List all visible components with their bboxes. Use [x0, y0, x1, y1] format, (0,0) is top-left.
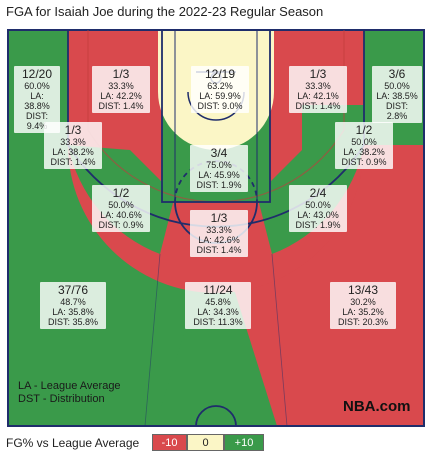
zone-dist: DIST: 1.4% [50, 157, 96, 167]
zone-dist: DIST: 1.9% [295, 220, 341, 230]
zone-pct: 60.0% [24, 81, 50, 91]
zone-dist: DIST: 35.8% [47, 317, 99, 327]
zone-pct: 75.0% [206, 160, 232, 170]
zone-pct: 33.3% [60, 137, 86, 147]
zone-frac: 3/4 [210, 146, 228, 160]
legend-dst: DST - Distribution [18, 393, 105, 405]
zone-label-paint-non-ra: 3/4 75.0% LA: 45.9% DIST: 1.9% [190, 145, 248, 192]
zone-la: LA: 59.9% [199, 91, 241, 101]
scale-label: FG% vs League Average [6, 436, 140, 450]
zone-pct: 33.3% [206, 225, 232, 235]
zone-frac: 3/6 [388, 67, 406, 81]
legend-notes: LA - League Average DST - Distribution [18, 380, 121, 406]
zone-pct: 48.7% [60, 297, 86, 307]
zone-label-right-corner-3: 3/6 50.0% LA: 38.5% DIST: 2.8% [372, 66, 422, 123]
zone-label-right-wing-3: 13/43 30.2% LA: 35.2% DIST: 20.3% [330, 282, 396, 329]
zone-label-restricted-paint: 12/19 63.2% LA: 59.9% DIST: 9.0% [191, 66, 249, 113]
zone-pct: 63.2% [207, 81, 233, 91]
zone-frac: 2/4 [309, 186, 327, 200]
zone-frac: 12/20 [21, 67, 53, 81]
zone-label-right-baseline-mid: 1/2 50.0% LA: 38.2% DIST: 0.9% [335, 122, 393, 169]
zone-la: LA: 38.2% [343, 147, 385, 157]
scale-swatch-plus10: +10 [224, 434, 264, 451]
zone-dist: DIST: 1.4% [196, 245, 242, 255]
zone-pct: 45.8% [205, 297, 231, 307]
zone-dist: DIST: 9.0% [197, 101, 243, 111]
zone-dist: DIST: 20.3% [337, 317, 389, 327]
zone-label-left-mid-top: 1/3 33.3% LA: 42.2% DIST: 1.4% [92, 66, 150, 113]
scale-swatch-zero: 0 [187, 434, 224, 451]
zone-label-right-wing-mid: 2/4 50.0% LA: 43.0% DIST: 1.9% [289, 185, 347, 232]
zone-label-left-baseline-mid: 1/3 33.3% LA: 38.2% DIST: 1.4% [44, 122, 102, 169]
zone-dist: DIST: 9.4% [25, 111, 48, 131]
zone-la: LA: 42.6% [198, 235, 240, 245]
zone-dist: DIST: 1.4% [295, 101, 341, 111]
zone-la: LA: 35.2% [342, 307, 384, 317]
zone-label-left-corner-3: 12/20 60.0% LA: 38.8% DIST: 9.4% [14, 66, 60, 133]
zone-frac: 11/24 [203, 283, 233, 297]
scale-swatch-minus10: -10 [152, 434, 187, 451]
zone-divider-right [271, 253, 288, 427]
half-court-arc [195, 405, 237, 427]
zone-center-3 [155, 232, 277, 426]
zone-la: LA: 43.0% [297, 210, 339, 220]
zone-label-top-key-mid: 1/3 33.3% LA: 42.6% DIST: 1.4% [190, 210, 248, 257]
zone-label-center-3: 11/24 45.8% LA: 34.3% DIST: 11.3% [185, 282, 251, 329]
zone-frac: 13/43 [347, 283, 379, 297]
zone-frac: 1/2 [355, 123, 373, 137]
lane-inner-lines [174, 29, 258, 203]
zone-dist: DIST: 0.9% [341, 157, 387, 167]
zone-dist: DIST: 2.8% [385, 101, 408, 121]
zone-la: LA: 38.2% [52, 147, 94, 157]
nba-logo-text: NBA.com [343, 398, 411, 415]
zone-frac: 1/3 [210, 211, 228, 225]
zone-la: LA: 42.1% [297, 91, 339, 101]
zone-pct: 50.0% [384, 81, 410, 91]
zone-pct: 30.2% [350, 297, 376, 307]
zone-frac: 1/3 [112, 67, 130, 81]
zone-dist: DIST: 1.4% [98, 101, 144, 111]
zone-dist: DIST: 0.9% [98, 220, 144, 230]
zone-divider-left [144, 253, 161, 427]
zone-la: LA: 42.2% [100, 91, 142, 101]
zone-frac: 37/76 [57, 283, 89, 297]
zone-pct: 50.0% [351, 137, 377, 147]
zone-label-left-wing-3: 37/76 48.7% LA: 35.8% DIST: 35.8% [40, 282, 106, 329]
chart-title: FGA for Isaiah Joe during the 2022-23 Re… [6, 4, 324, 19]
zone-la: LA: 38.8% [24, 91, 50, 111]
zone-la: LA: 38.5% [376, 91, 418, 101]
zone-frac: 12/19 [204, 67, 236, 81]
zone-frac: 1/2 [112, 186, 130, 200]
zone-pct: 50.0% [108, 200, 134, 210]
zone-pct: 33.3% [305, 81, 331, 91]
zone-pct: 33.3% [108, 81, 134, 91]
zone-frac: 1/3 [64, 123, 82, 137]
zone-frac: 1/3 [309, 67, 327, 81]
zone-label-left-wing-mid: 1/2 50.0% LA: 40.6% DIST: 0.9% [92, 185, 150, 232]
zone-pct: 50.0% [305, 200, 331, 210]
zone-dist: DIST: 1.9% [196, 180, 242, 190]
legend-la: LA - League Average [18, 380, 121, 392]
zone-la: LA: 45.9% [198, 170, 240, 180]
zone-la: LA: 34.3% [197, 307, 239, 317]
zone-label-right-mid-top: 1/3 33.3% LA: 42.1% DIST: 1.4% [289, 66, 347, 113]
zone-la: LA: 35.8% [52, 307, 94, 317]
zone-dist: DIST: 11.3% [193, 317, 243, 327]
zone-la: LA: 40.6% [100, 210, 142, 220]
